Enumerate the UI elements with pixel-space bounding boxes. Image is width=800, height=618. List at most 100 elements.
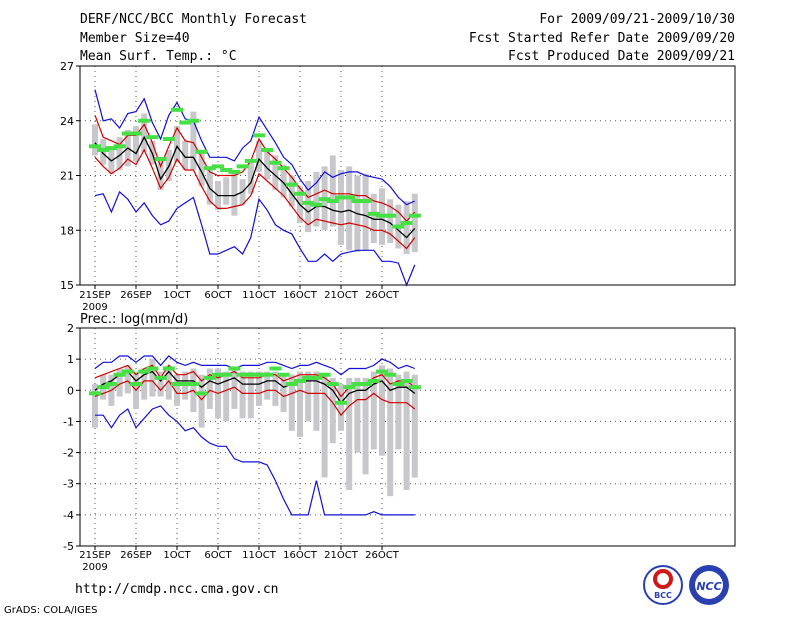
- median-mark: [408, 213, 421, 218]
- ensemble-box: [198, 151, 205, 187]
- median-mark: [253, 372, 265, 377]
- y-tick-label: -3: [63, 478, 74, 491]
- median-mark: [294, 378, 306, 383]
- ensemble-box: [411, 374, 418, 478]
- fcst-produced: Fcst Produced Date 2009/09/21: [508, 49, 735, 64]
- ensemble-box: [174, 126, 180, 163]
- ensemble-min-line: [94, 190, 416, 287]
- median-mark: [384, 372, 397, 377]
- median-mark: [408, 385, 421, 390]
- ensemble-box: [256, 140, 262, 172]
- ensemble-box: [403, 201, 410, 254]
- median-mark: [146, 366, 159, 371]
- ensemble-box: [338, 170, 344, 245]
- ensemble-min-line: [95, 405, 415, 516]
- ensemble-box: [133, 126, 139, 161]
- median-mark: [335, 400, 347, 405]
- median-mark: [277, 166, 290, 171]
- x-tick-label: 1OCT: [163, 290, 191, 301]
- ensemble-box: [305, 371, 312, 422]
- ensemble-box: [321, 374, 328, 478]
- median-mark: [261, 372, 274, 377]
- ensemble-box: [329, 155, 336, 227]
- variable-label: Mean Surf. Temp.: °C: [80, 49, 237, 64]
- ensemble-box: [149, 359, 156, 397]
- ensemble-box: [379, 365, 385, 456]
- median-mark: [400, 220, 413, 225]
- ensemble-box: [247, 159, 254, 194]
- median-mark: [121, 369, 134, 374]
- ensemble-box: [313, 171, 320, 227]
- ensemble-box: [395, 374, 402, 450]
- y-tick-label: -5: [63, 540, 74, 553]
- x-tick-label: 21OCT: [324, 290, 359, 301]
- ensemble-box: [223, 371, 230, 422]
- median-mark: [228, 366, 241, 371]
- median-mark: [162, 137, 175, 141]
- median-mark: [384, 213, 397, 218]
- temperature-panel: 15 18 21 24 27 21SEP 26SEP 1OCT 6OCT 11OCT 16OCT 21…: [60, 60, 736, 313]
- median-mark: [318, 197, 331, 202]
- upper-spread-line: [94, 115, 416, 222]
- ensemble-box: [116, 368, 123, 397]
- bcc-logo: BCC: [643, 565, 683, 605]
- ensemble-box: [288, 374, 295, 431]
- median-mark: [261, 147, 274, 152]
- ensemble-box: [264, 148, 271, 180]
- ensemble-box: [338, 384, 344, 431]
- x-tick-label: 6OCT: [204, 550, 232, 561]
- ensemble-box: [190, 111, 197, 171]
- member-size: Member Size=40: [80, 31, 190, 46]
- x-tick-label: 11OCT: [242, 290, 277, 301]
- median-mark: [220, 168, 233, 173]
- ensemble-box: [247, 371, 254, 419]
- median-mark: [195, 391, 208, 396]
- median-mark: [121, 131, 134, 136]
- lower-spread-line: [94, 379, 416, 417]
- chart-title: DERF/NCC/BCC Monthly Forecast: [80, 12, 307, 27]
- ensemble-box: [305, 180, 312, 233]
- ensemble-box: [403, 371, 410, 490]
- ensemble-box: [223, 177, 230, 205]
- median-mark: [392, 224, 405, 229]
- ensemble-box: [280, 164, 287, 198]
- grads-credit: GrADS: COLA/IGES: [4, 605, 98, 616]
- ensemble-box: [92, 124, 98, 156]
- ensemble-box: [198, 374, 205, 428]
- median-mark: [203, 375, 216, 380]
- ensemble-box: [124, 365, 131, 394]
- median-mark: [285, 382, 298, 387]
- median-mark: [154, 375, 167, 380]
- median-mark: [212, 372, 224, 377]
- median-mark: [179, 382, 192, 387]
- median-mark: [171, 107, 183, 112]
- ensemble-box: [231, 368, 238, 409]
- median-mark: [392, 382, 405, 387]
- x-year-label: 2009: [82, 302, 107, 313]
- median-mark: [130, 382, 142, 387]
- svg-text:NCC: NCC: [696, 580, 721, 593]
- median-mark: [310, 375, 323, 380]
- median-mark: [244, 158, 257, 163]
- median-mark: [105, 382, 118, 387]
- y-tick-label: 2: [67, 322, 74, 335]
- median-mark: [376, 369, 388, 374]
- y-tick-label: -2: [63, 447, 74, 460]
- y-tick-label: 15: [60, 279, 74, 292]
- median-mark: [302, 375, 315, 380]
- ensemble-box: [288, 175, 295, 207]
- ensemble-box: [92, 384, 98, 428]
- ensemble-box: [387, 199, 394, 244]
- source-url[interactable]: http://cmdp.ncc.cma.gov.cn: [75, 582, 279, 597]
- ensemble-box: [108, 146, 115, 174]
- median-mark: [326, 382, 339, 387]
- lower-spread-line: [94, 148, 416, 250]
- ensemble-box: [387, 368, 394, 497]
- ensemble-box: [157, 371, 164, 397]
- median-mark: [343, 385, 356, 390]
- median-mark: [113, 144, 126, 149]
- median-mark: [89, 144, 101, 149]
- median-mark: [302, 200, 315, 205]
- x-tick-label: 26OCT: [365, 290, 400, 301]
